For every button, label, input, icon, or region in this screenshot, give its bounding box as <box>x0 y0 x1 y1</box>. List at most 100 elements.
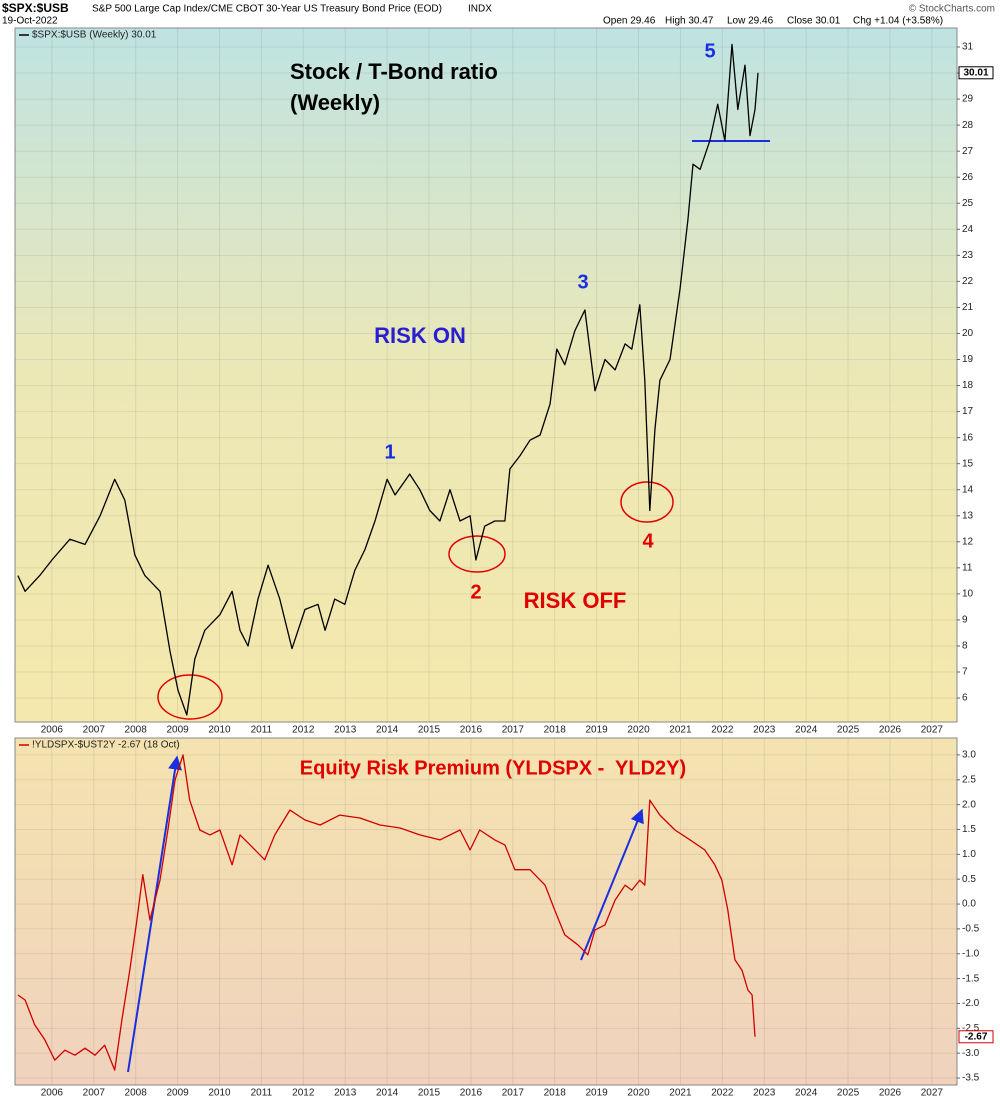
x-tick-label: 2018 <box>544 725 567 736</box>
date: 19-Oct-2022 <box>2 16 58 27</box>
x-tick-label: 2026 <box>879 725 902 736</box>
x-tick-label: 2009 <box>166 725 189 736</box>
y-tick-label: 3.0 <box>962 750 976 761</box>
x-tick-label: 2025 <box>837 725 860 736</box>
x-tick-label: 2016 <box>460 725 483 736</box>
circle-marker <box>448 535 506 573</box>
x-tick-label: 2014 <box>376 725 399 736</box>
x-tick-label: 2020 <box>627 1088 650 1099</box>
x-tick-label: 2023 <box>753 1088 776 1099</box>
last-value-label: -2.67 <box>965 1031 988 1042</box>
chart-title: Stock / T-Bond ratio <box>290 59 498 84</box>
y-tick-label: 27 <box>962 146 974 157</box>
y-tick-label: -3.0 <box>962 1048 980 1059</box>
quote-close: Close 30.01 <box>787 16 841 27</box>
x-tick-label: 2007 <box>83 725 106 736</box>
wave-label: 1 <box>384 441 395 463</box>
y-tick-label: 20 <box>962 328 974 339</box>
annotation: RISK ON <box>374 323 466 348</box>
last-value-box <box>958 1030 994 1044</box>
description: S&P 500 Large Cap Index/CME CBOT 30-Year… <box>92 4 442 15</box>
x-tick-label: 2027 <box>921 725 944 736</box>
x-tick-label: 2023 <box>753 725 776 736</box>
x-tick-label: 2026 <box>879 1088 902 1099</box>
bottom-panel <box>14 737 958 1086</box>
x-tick-label: 2020 <box>627 725 650 736</box>
wave-label: 4 <box>642 530 654 552</box>
x-tick-label: 2011 <box>251 1088 273 1099</box>
x-tick-label: 2016 <box>460 1088 483 1099</box>
circle-marker <box>157 674 223 720</box>
exchange: INDX <box>468 4 492 15</box>
y-tick-label: 18 <box>962 380 974 391</box>
y-tick-label: 12 <box>962 536 974 547</box>
y-tick-label: 14 <box>962 484 974 495</box>
x-tick-label: 2012 <box>292 1088 315 1099</box>
y-tick-label: 23 <box>962 250 974 261</box>
x-tick-label: 2011 <box>251 725 273 736</box>
arrow <box>127 755 182 1073</box>
x-tick-label: 2010 <box>208 725 231 736</box>
y-tick-label: 21 <box>962 302 974 313</box>
x-tick-label: 2021 <box>669 1088 692 1099</box>
x-tick-label: 2013 <box>334 725 357 736</box>
x-tick-label: 2021 <box>669 725 692 736</box>
x-tick-label: 2024 <box>795 725 818 736</box>
x-tick-label: 2010 <box>208 1088 231 1099</box>
y-tick-label: -2.0 <box>962 998 980 1009</box>
y-tick-label: 8 <box>962 641 968 652</box>
y-tick-label: 13 <box>962 510 974 521</box>
y-tick-label: 17 <box>962 406 974 417</box>
x-tick-label: 2022 <box>711 725 734 736</box>
source: © StockCharts.com <box>909 4 995 15</box>
quote-low: Low 29.46 <box>727 16 774 27</box>
y-tick-label: 6 <box>962 693 968 704</box>
x-tick-label: 2008 <box>125 725 148 736</box>
y-tick-label: 26 <box>962 172 974 183</box>
wave-label: 2 <box>470 581 481 603</box>
x-tick-label: 2006 <box>41 725 64 736</box>
x-tick-label: 2019 <box>586 725 609 736</box>
y-tick-label: 1.5 <box>962 824 976 835</box>
y-tick-label: 1.0 <box>962 849 976 860</box>
x-tick-label: 2017 <box>502 725 525 736</box>
quote-high: High 30.47 <box>665 16 714 27</box>
legend-label: $SPX:$USB (Weekly) 30.01 <box>32 30 157 41</box>
x-tick-label: 2013 <box>334 1088 357 1099</box>
x-tick-label: 2008 <box>125 1088 148 1099</box>
y-tick-label: 9 <box>962 615 968 626</box>
y-tick-label: -0.5 <box>962 924 980 935</box>
y-tick-label: 24 <box>962 224 974 235</box>
x-tick-label: 2018 <box>544 1088 567 1099</box>
y-tick-label: 7 <box>962 667 968 678</box>
y-tick-label: 22 <box>962 276 974 287</box>
y-tick-label: -1.5 <box>962 973 980 984</box>
x-tick-label: 2009 <box>166 1088 189 1099</box>
x-tick-label: 2015 <box>418 1088 441 1099</box>
symbol: $SPX:$USB <box>2 1 69 15</box>
y-tick-label: 28 <box>962 120 974 131</box>
x-tick-label: 2019 <box>586 1088 609 1099</box>
y-tick-label: 2.5 <box>962 774 976 785</box>
y-tick-label: 10 <box>962 589 974 600</box>
x-tick-label: 2014 <box>376 1088 399 1099</box>
arrow <box>580 808 644 961</box>
x-tick-label: 2024 <box>795 1088 818 1099</box>
y-tick-label: 0.0 <box>962 899 976 910</box>
x-tick-label: 2007 <box>83 1088 106 1099</box>
last-value-box <box>958 66 994 80</box>
y-tick-label: 2.0 <box>962 799 976 810</box>
y-tick-label: 11 <box>962 562 973 573</box>
y-tick-label: 16 <box>962 432 974 443</box>
y-tick-label: 29 <box>962 94 974 105</box>
x-tick-label: 2025 <box>837 1088 860 1099</box>
circle-marker <box>620 481 674 523</box>
last-value-label: 30.01 <box>963 67 988 78</box>
chart-title: Equity Risk Premium (YLDSPX - YLD2Y) <box>300 757 686 779</box>
legend-label: !YLDSPX-$UST2Y -2.67 (18 Oct) <box>32 740 180 751</box>
y-tick-label: 25 <box>962 198 974 209</box>
y-tick-label: -2.5 <box>962 1023 980 1034</box>
chart-subtitle: (Weekly) <box>290 90 380 115</box>
